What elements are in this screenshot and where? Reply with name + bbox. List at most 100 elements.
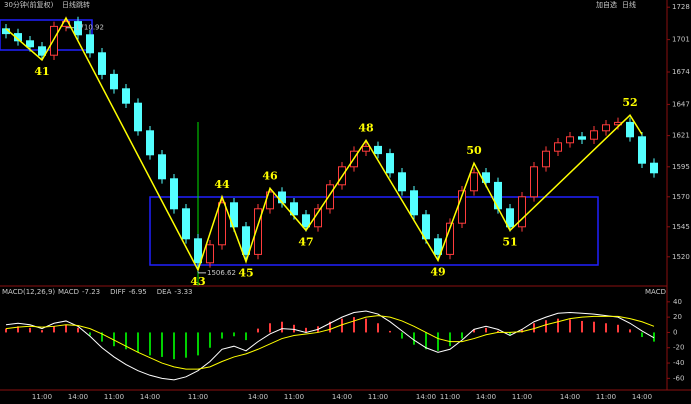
wave-label: 46 [262, 169, 278, 182]
x-tick-label: 11:00 [188, 393, 208, 401]
candle-body [530, 166, 538, 198]
macd-line [5, 310, 655, 381]
price-mark-label: 1710.92 [75, 24, 104, 32]
x-tick-label: 11:00 [284, 393, 304, 401]
candle-body [650, 162, 658, 174]
candle-body [398, 172, 406, 192]
candle-body [566, 136, 574, 144]
candle-body [194, 238, 202, 264]
y-tick-label: -60 [673, 374, 684, 382]
wave-label: 45 [238, 267, 253, 280]
y-tick-label: 1621 [672, 132, 690, 140]
candle-body [242, 226, 250, 255]
candle-body [590, 130, 598, 140]
macd-line [5, 315, 655, 370]
x-tick-label: 11:00 [512, 393, 532, 401]
legend-value: -3.33 [174, 288, 192, 296]
candle-body [362, 145, 370, 152]
x-tick-label: 14:00 [416, 393, 436, 401]
candle-body [626, 121, 634, 138]
candle-body [602, 124, 610, 132]
y-tick-label: 0 [673, 328, 677, 336]
candle-body [302, 214, 310, 228]
x-tick-label: 11:00 [440, 393, 460, 401]
toolbar-button[interactable]: 日线 [622, 0, 636, 9]
x-tick-label: 14:00 [560, 393, 580, 401]
y-tick-label: 1674 [672, 68, 690, 76]
candle-body [326, 184, 334, 210]
candle-body [518, 196, 526, 228]
candle-body [578, 136, 586, 140]
x-tick-label: 14:00 [68, 393, 88, 401]
candle-body [386, 153, 394, 174]
candle-body [254, 208, 262, 255]
wave-label: 41 [34, 65, 49, 78]
y-tick-label: 1728 [672, 3, 690, 11]
x-tick-label: 14:00 [332, 393, 352, 401]
candle-body [278, 191, 286, 204]
candle-body [422, 214, 430, 240]
legend-name: DIFF [110, 288, 126, 296]
macd-title: MACD(12,26,9) [2, 288, 55, 296]
candle-body [110, 73, 118, 90]
candle-body [542, 150, 550, 168]
wave-label: 44 [214, 178, 230, 191]
candle-body [38, 46, 46, 56]
candle-body [26, 40, 34, 48]
candle-body [506, 208, 514, 228]
chart-title: 30分钟(前复权) [4, 0, 54, 9]
candle-body [146, 130, 154, 156]
wave-label: 51 [502, 235, 517, 248]
candle-body [182, 208, 190, 240]
candle-body [170, 178, 178, 210]
price-mark-label: 1506.62 [207, 269, 236, 277]
y-tick-label: 40 [673, 298, 682, 306]
x-tick-label: 11:00 [104, 393, 124, 401]
candle-body [74, 21, 82, 36]
candle-body [86, 34, 94, 54]
candle-body [410, 190, 418, 216]
candle-body [158, 154, 166, 180]
candle-body [434, 238, 442, 255]
wave-label: 49 [430, 265, 445, 278]
wave-label: 47 [298, 235, 313, 248]
wave-label: 52 [622, 96, 637, 109]
macd-panel-label: MACD [645, 288, 666, 296]
x-tick-label: 11:00 [32, 393, 52, 401]
wave-label: 48 [358, 121, 374, 134]
legend-name: MACD [58, 288, 79, 296]
y-tick-label: -20 [673, 344, 684, 352]
x-tick-label: 14:00 [632, 393, 652, 401]
y-tick-label: 1545 [672, 223, 690, 231]
candle-body [206, 244, 214, 264]
toolbar-button[interactable]: 加自选 [596, 0, 617, 9]
y-tick-label: 1647 [672, 100, 690, 108]
wave-label: 43 [190, 275, 205, 288]
x-tick-label: 11:00 [368, 393, 388, 401]
wave-label: 50 [466, 144, 482, 157]
chart-subtitle: 日线跳转 [62, 0, 90, 9]
range-box [149, 196, 599, 266]
candle-body [14, 33, 22, 42]
x-tick-label: 14:00 [248, 393, 268, 401]
y-tick-label: -40 [673, 359, 684, 367]
candle-body [470, 172, 478, 192]
candle-body [50, 25, 58, 56]
x-tick-label: 11:00 [596, 393, 616, 401]
candle-body [98, 52, 106, 75]
y-tick-label: 1570 [672, 193, 690, 201]
legend-value: -6.95 [129, 288, 147, 296]
candle-body [230, 202, 238, 228]
y-tick-label: 1595 [672, 163, 690, 171]
candle-body [638, 136, 646, 164]
candle-body [374, 145, 382, 155]
y-tick-label: 20 [673, 313, 682, 321]
wave-line [5, 16, 643, 272]
candle-body [290, 202, 298, 216]
y-tick-label: 1520 [672, 253, 690, 261]
candle-body [554, 142, 562, 152]
y-tick-label: 1701 [672, 36, 690, 44]
x-tick-label: 14:00 [476, 393, 496, 401]
